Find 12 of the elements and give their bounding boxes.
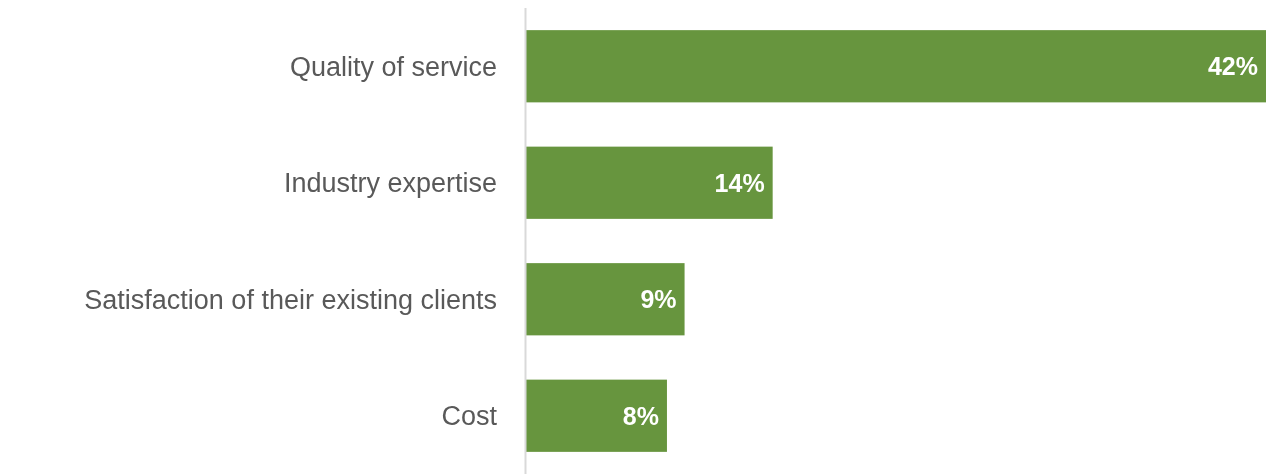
data-label: 42% (1207, 52, 1258, 80)
data-label: 9% (640, 285, 677, 313)
data-label: 14% (714, 168, 765, 197)
bar (526, 146, 773, 219)
bar (526, 30, 1266, 103)
data-label: 8% (622, 401, 659, 430)
y-tick-label: Satisfaction of their existing clients (84, 284, 497, 315)
bar (526, 379, 667, 452)
y-tick-label: Quality of service (289, 51, 497, 82)
y-tick-label: Cost (441, 401, 498, 432)
y-tick-label: Industry expertise (283, 168, 497, 199)
bar (526, 263, 685, 336)
